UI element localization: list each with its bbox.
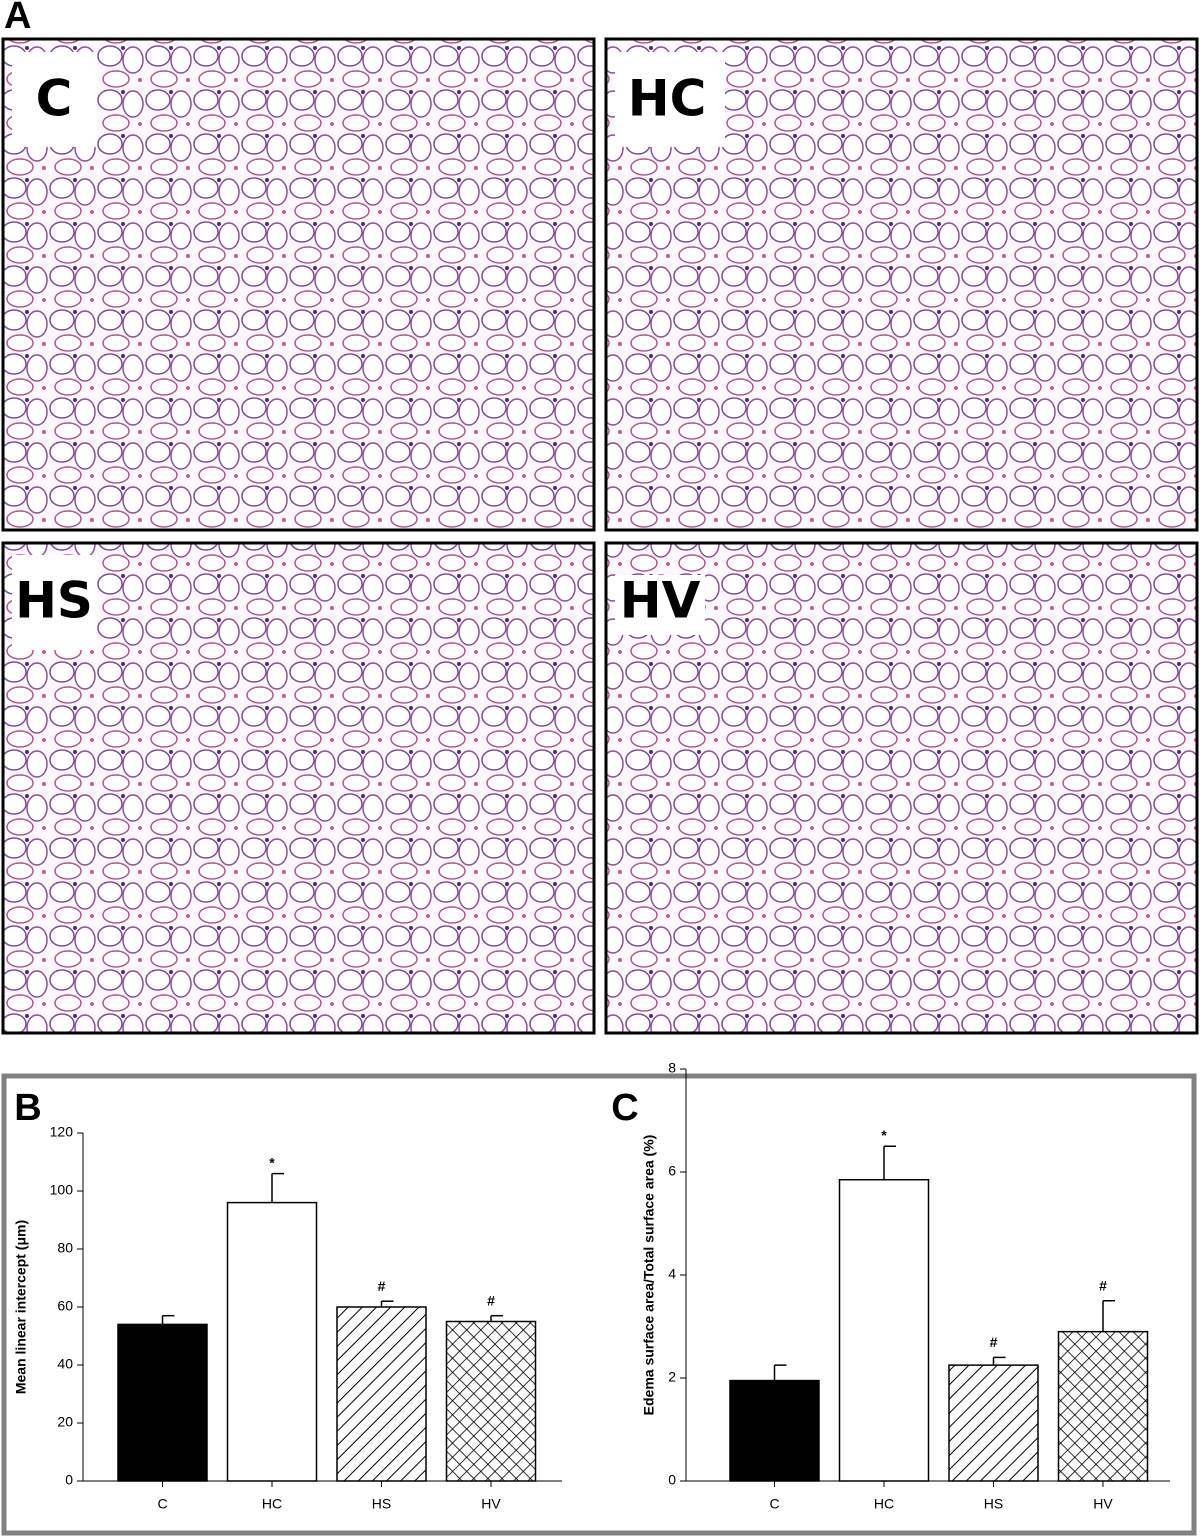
histology-c: C [1, 37, 596, 532]
x-tick-label: C [157, 1496, 167, 1512]
y-tick-label: 2 [668, 1369, 676, 1385]
panel-label: B [14, 1087, 41, 1129]
y-tick-label: 6 [668, 1163, 676, 1179]
x-tick-label: HS [372, 1496, 391, 1512]
x-tick-label: HV [481, 1496, 501, 1512]
y-tick-label: 120 [50, 1124, 74, 1140]
bar [226, 1201, 318, 1482]
x-tick-label: HS [984, 1496, 1003, 1512]
panel-label: HC [628, 70, 707, 128]
panel-label: HV [620, 572, 701, 630]
significance-marker: * [269, 1154, 275, 1170]
y-tick-label: 100 [50, 1182, 74, 1198]
bar [336, 1306, 427, 1482]
y-tick-label: 0 [65, 1472, 73, 1488]
significance-marker: # [378, 1278, 386, 1294]
y-tick-label: 8 [668, 1060, 676, 1076]
histology-hc: HC [604, 37, 1199, 532]
y-tick-label: 40 [57, 1356, 73, 1372]
x-tick-label: C [769, 1496, 779, 1512]
bar [948, 1364, 1039, 1482]
bar [117, 1323, 208, 1482]
significance-marker: # [1099, 1277, 1107, 1293]
y-axis-label: Mean linear intercept (μm) [13, 1220, 29, 1394]
bar [729, 1379, 820, 1482]
bar [838, 1178, 930, 1482]
significance-marker: * [881, 1127, 887, 1143]
figure-label: A [4, 0, 31, 37]
x-tick-label: HV [1093, 1496, 1113, 1512]
histology-hs: HS [1, 541, 596, 1035]
y-tick-label: 60 [57, 1298, 73, 1314]
bar [1057, 1330, 1149, 1482]
x-tick-label: HC [874, 1496, 894, 1512]
y-tick-label: 4 [668, 1266, 676, 1282]
x-tick-label: HC [262, 1496, 282, 1512]
bar [445, 1320, 537, 1482]
y-tick-label: 0 [668, 1472, 676, 1488]
panel-label: C [611, 1087, 638, 1129]
panel-label: C [36, 70, 73, 128]
y-tick-label: 20 [57, 1414, 73, 1430]
significance-marker: # [990, 1334, 998, 1350]
significance-marker: # [487, 1292, 495, 1308]
y-axis-label: Edema surface area/Total surface area (%… [641, 1135, 657, 1416]
histology-hv: HV [604, 541, 1199, 1035]
panel-label: HS [15, 572, 93, 630]
y-tick-label: 80 [57, 1240, 73, 1256]
